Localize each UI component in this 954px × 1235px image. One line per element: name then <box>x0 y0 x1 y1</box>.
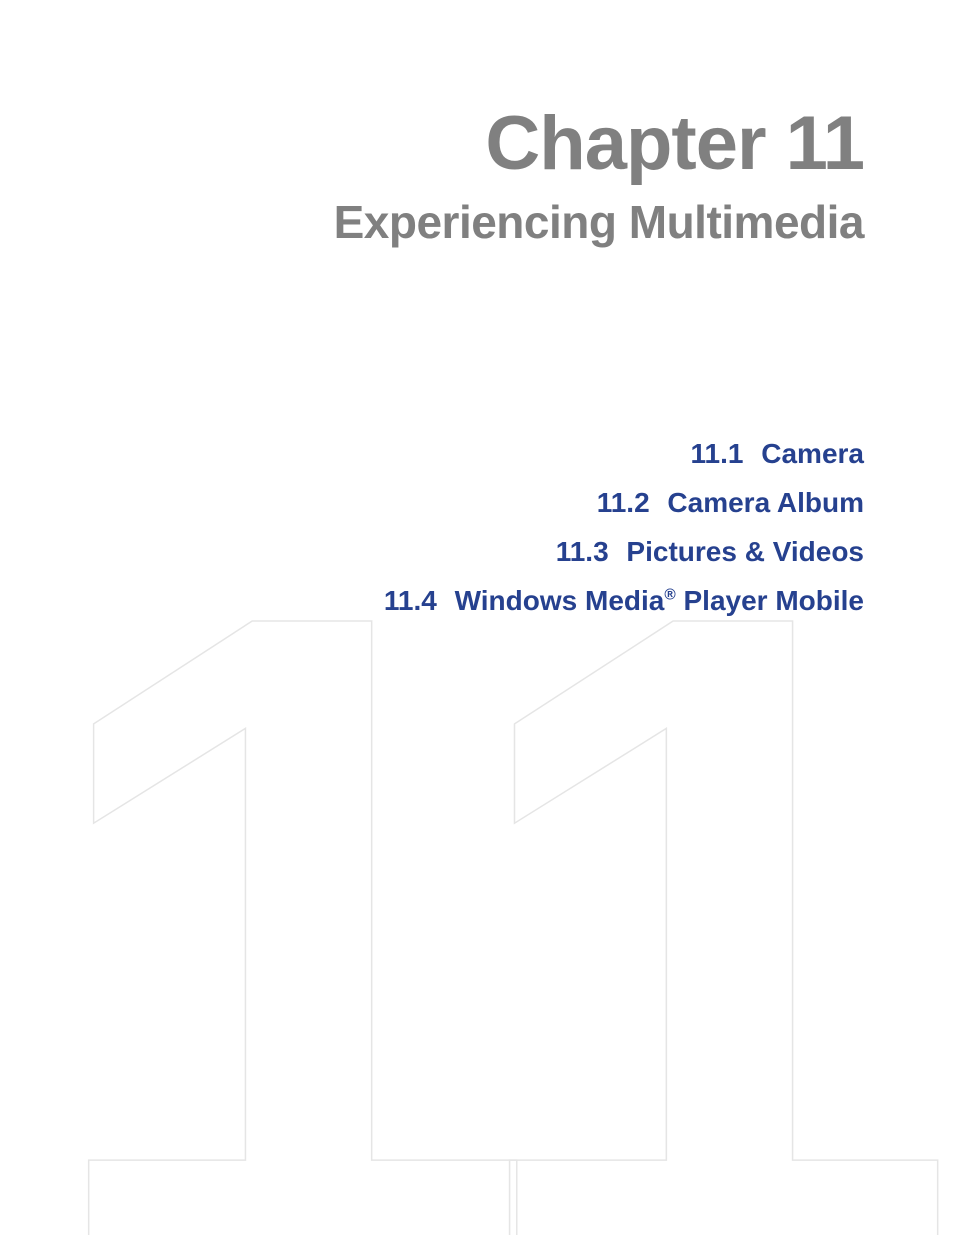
table-of-contents: 11.1 Camera 11.2 Camera Album 11.3 Pictu… <box>0 429 864 625</box>
background-chapter-number: 11 <box>31 577 924 1235</box>
chapter-title: Chapter 11 <box>0 100 864 187</box>
chapter-subtitle: Experiencing Multimedia <box>0 195 864 249</box>
toc-number: 11.4 <box>384 585 437 616</box>
toc-entry[interactable]: 11.3 Pictures & Videos <box>0 527 864 576</box>
toc-entry[interactable]: 11.1 Camera <box>0 429 864 478</box>
toc-label: Camera Album <box>667 487 864 518</box>
document-page: 11 Chapter 11 Experiencing Multimedia 11… <box>0 0 954 1235</box>
toc-number: 11.2 <box>597 487 650 518</box>
toc-label: Pictures & Videos <box>626 536 864 567</box>
toc-label: Windows Media® Player Mobile <box>455 585 864 616</box>
content-block: Chapter 11 Experiencing Multimedia 11.1 … <box>0 0 954 625</box>
toc-entry[interactable]: 11.2 Camera Album <box>0 478 864 527</box>
toc-number: 11.1 <box>691 438 744 469</box>
toc-label: Camera <box>761 438 864 469</box>
toc-number: 11.3 <box>556 536 609 567</box>
toc-entry[interactable]: 11.4 Windows Media® Player Mobile <box>0 576 864 625</box>
